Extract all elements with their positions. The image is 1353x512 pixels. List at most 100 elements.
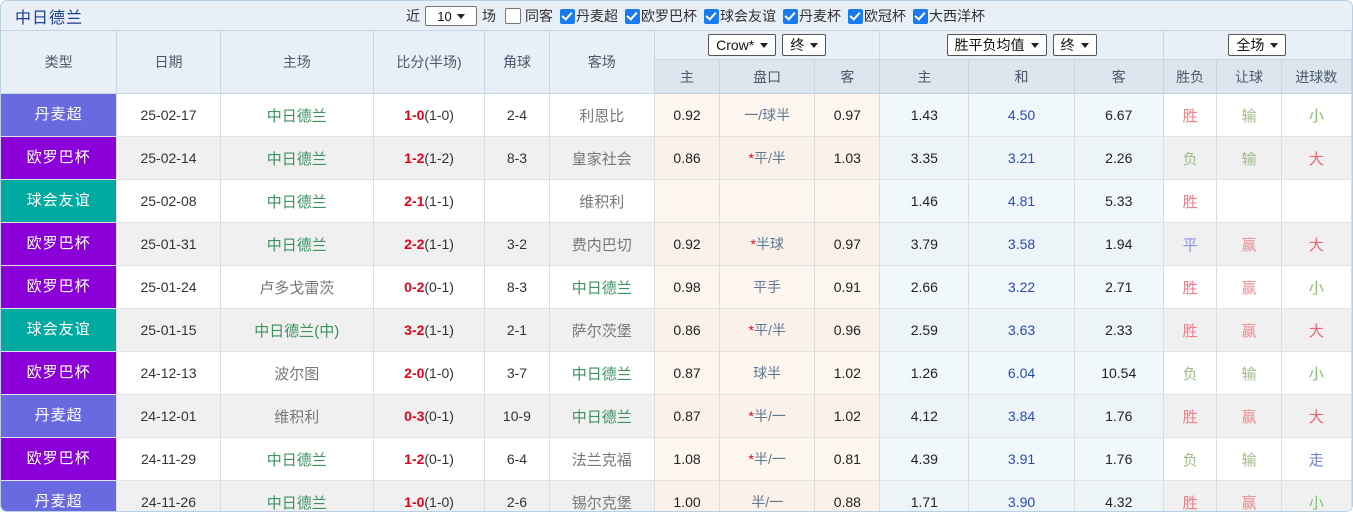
cell-score[interactable]: 2-0(1-0): [373, 351, 486, 395]
cell-corner: 8-3: [484, 136, 550, 180]
cell-home-team[interactable]: 卢多戈雷茨: [220, 265, 374, 309]
odds-type-select[interactable]: 胜平负均值: [946, 34, 1047, 56]
handicap-stage-select[interactable]: 终: [782, 34, 827, 56]
cell-date: 25-02-08: [116, 179, 221, 223]
cell-home-team[interactable]: 中日德兰: [220, 437, 374, 481]
table-row[interactable]: 丹麦超 25-02-17 中日德兰 1-0(1-0) 2-4 利恩比 0.92 一/球半 0.9…: [1, 93, 1352, 137]
table-row[interactable]: 丹麦超 24-11-26 中日德兰 1-0(1-0) 2-6 锡尔克堡 1.00 半/一 0.8…: [1, 480, 1352, 511]
recent-count-select[interactable]: 10: [425, 6, 477, 26]
cell-type[interactable]: 欧罗巴杯: [1, 265, 118, 309]
cell-type[interactable]: 球会友谊: [1, 179, 118, 223]
column-header-result-hcap: 让球: [1216, 59, 1282, 94]
cell-handicap-line: 半/一: [719, 480, 816, 511]
cell-home-team[interactable]: 中日德兰: [220, 480, 374, 511]
column-header-type: 类型: [1, 31, 118, 94]
league-badge: 球会友谊: [1, 309, 116, 351]
scope-value: 全场: [1236, 37, 1265, 53]
cell-result-winloss: 负: [1163, 437, 1218, 481]
cell-score[interactable]: 1-2(1-2): [373, 136, 486, 180]
table-row[interactable]: 欧罗巴杯 24-11-29 中日德兰 1-2(0-1) 6-4 法兰克福 1.08 *半/一 0…: [1, 437, 1352, 481]
cell-away-team[interactable]: 维积利: [549, 179, 655, 223]
cell-type[interactable]: 丹麦超: [1, 394, 118, 438]
cell-handicap-line: 球半: [719, 351, 816, 395]
league-badge: 欧罗巴杯: [1, 352, 116, 394]
recent-prefix-label: 近: [406, 8, 420, 24]
cell-type[interactable]: 欧罗巴杯: [1, 136, 118, 180]
cell-corner: 2-1: [484, 308, 550, 352]
cell-score[interactable]: 1-2(0-1): [373, 437, 486, 481]
cell-away-team[interactable]: 费内巴切: [549, 222, 655, 266]
same-venue-checkbox[interactable]: [505, 8, 521, 24]
chevron-down-icon: [1030, 42, 1039, 48]
cell-date: 25-01-15: [116, 308, 221, 352]
cell-score[interactable]: 0-2(0-1): [373, 265, 486, 309]
handicap-company-select[interactable]: Crow*: [708, 34, 777, 56]
league-checkbox-4[interactable]: [848, 8, 863, 24]
league-badge: 丹麦超: [1, 94, 116, 136]
cell-home-team[interactable]: 中日德兰: [220, 136, 374, 180]
cell-odds-home: 2.59: [879, 308, 970, 352]
cell-odds-away: 5.33: [1074, 179, 1164, 223]
cell-type[interactable]: 欧罗巴杯: [1, 222, 118, 266]
cell-corner: 10-9: [484, 394, 550, 438]
cell-away-team[interactable]: 中日德兰: [549, 351, 655, 395]
cell-odds-home: 1.43: [879, 93, 970, 137]
league-checkbox-2[interactable]: [704, 8, 719, 24]
cell-type[interactable]: 丹麦超: [1, 480, 118, 511]
cell-handicap-line: *半/一: [719, 437, 816, 481]
cell-type[interactable]: 欧罗巴杯: [1, 437, 118, 481]
table-row[interactable]: 丹麦超 24-12-01 维积利 0-3(0-1) 10-9 中日德兰 0.87 *半/一 1.…: [1, 394, 1352, 438]
table-row[interactable]: 欧罗巴杯 25-01-31 中日德兰 2-2(1-1) 3-2 费内巴切 0.92 *半球 0.…: [1, 222, 1352, 266]
cell-result-handicap: 赢: [1216, 394, 1282, 438]
cell-handicap-away-odds: 0.96: [814, 308, 881, 352]
cell-home-team[interactable]: 波尔图: [220, 351, 374, 395]
odds-stage-select[interactable]: 终: [1052, 34, 1097, 56]
cell-result-handicap: 赢: [1216, 480, 1282, 511]
cell-away-team[interactable]: 锡尔克堡: [549, 480, 655, 511]
table-row[interactable]: 欧罗巴杯 25-01-24 卢多戈雷茨 0-2(0-1) 8-3 中日德兰 0.98 平手 0.…: [1, 265, 1352, 309]
cell-away-team[interactable]: 皇家社会: [549, 136, 655, 180]
cell-handicap-home-odds: [654, 179, 721, 223]
cell-home-team[interactable]: 维积利: [220, 394, 374, 438]
cell-handicap-away-odds: 1.03: [814, 136, 881, 180]
table-row[interactable]: 欧罗巴杯 25-02-14 中日德兰 1-2(1-2) 8-3 皇家社会 0.86 *平/半 1…: [1, 136, 1352, 180]
table-row[interactable]: 欧罗巴杯 24-12-13 波尔图 2-0(1-0) 3-7 中日德兰 0.87 球半 1.02…: [1, 351, 1352, 395]
cell-handicap-home-odds: 0.87: [654, 394, 721, 438]
cell-score[interactable]: 3-2(1-1): [373, 308, 486, 352]
cell-score[interactable]: 2-1(1-1): [373, 179, 486, 223]
league-checkbox-1[interactable]: [625, 8, 640, 24]
cell-away-team[interactable]: 中日德兰: [549, 265, 655, 309]
cell-odds-away: 10.54: [1074, 351, 1164, 395]
league-checkbox-0[interactable]: [560, 8, 575, 24]
cell-home-team[interactable]: 中日德兰: [220, 93, 374, 137]
cell-score[interactable]: 2-2(1-1): [373, 222, 486, 266]
cell-handicap-away-odds: 1.02: [814, 394, 881, 438]
cell-home-team[interactable]: 中日德兰(中): [220, 308, 374, 352]
cell-type[interactable]: 球会友谊: [1, 308, 118, 352]
cell-score[interactable]: 0-3(0-1): [373, 394, 486, 438]
cell-odds-draw: 3.63: [968, 308, 1075, 352]
cell-away-team[interactable]: 萨尔茨堡: [549, 308, 655, 352]
cell-odds-home: 1.71: [879, 480, 970, 511]
cell-score[interactable]: 1-0(1-0): [373, 480, 486, 511]
cell-date: 24-12-13: [116, 351, 221, 395]
scope-select[interactable]: 全场: [1228, 34, 1287, 56]
table-row[interactable]: 球会友谊 25-02-08 中日德兰 2-1(1-1) 维积利 1.46 4.81 5.33 胜: [1, 179, 1352, 223]
cell-type[interactable]: 欧罗巴杯: [1, 351, 118, 395]
cell-result-handicap: 赢: [1216, 222, 1282, 266]
league-checkbox-5[interactable]: [913, 8, 928, 24]
cell-away-team[interactable]: 中日德兰: [549, 394, 655, 438]
cell-away-team[interactable]: 利恩比: [549, 93, 655, 137]
cell-away-team[interactable]: 法兰克福: [549, 437, 655, 481]
league-checkbox-3[interactable]: [783, 8, 798, 24]
cell-type[interactable]: 丹麦超: [1, 93, 118, 137]
cell-home-team[interactable]: 中日德兰: [220, 222, 374, 266]
table-row[interactable]: 球会友谊 25-01-15 中日德兰(中) 3-2(1-1) 2-1 萨尔茨堡 0.86 *平…: [1, 308, 1352, 352]
cell-score[interactable]: 1-0(1-0): [373, 93, 486, 137]
cell-result-goals: 小: [1281, 480, 1352, 511]
column-header-date: 日期: [116, 31, 221, 94]
recent-suffix-label: 场: [482, 8, 496, 24]
cell-handicap-line: 一/球半: [719, 93, 816, 137]
cell-home-team[interactable]: 中日德兰: [220, 179, 374, 223]
odds-type-value: 胜平负均值: [954, 37, 1025, 53]
